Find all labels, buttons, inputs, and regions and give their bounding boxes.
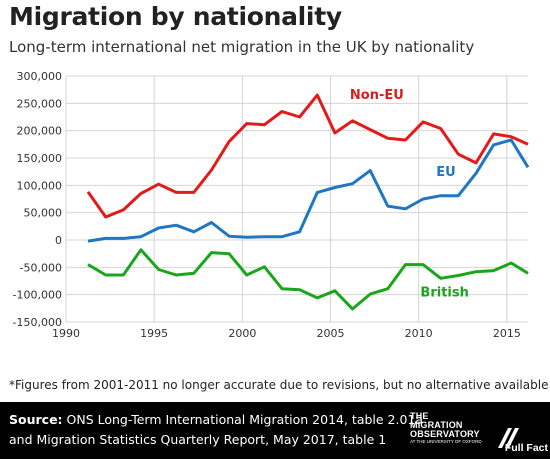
series-line-non-eu (86, 93, 529, 219)
series-label-british: British (420, 285, 468, 300)
full-fact-text: Full Fact (504, 442, 548, 454)
chart-subtitle: Long-term international net migration in… (9, 38, 475, 56)
footer-bar: Source: ONS Long-Term International Migr… (0, 402, 550, 459)
x-tick-label: 1995 (140, 327, 168, 340)
y-tick-label: 200,000 (17, 125, 63, 138)
chart-title: Migration by nationality (9, 2, 342, 31)
source-line-2: and Migration Statistics Quarterly Repor… (9, 432, 387, 447)
series-label-eu: EU (436, 165, 455, 180)
y-axis-tick-labels: 300,000 250,000 200,000 150,000 100,000 50,00… (13, 70, 62, 329)
source-text: Source: ONS Long-Term International Migr… (9, 410, 423, 450)
footnote: *Figures from 2001-2011 no longer accura… (9, 378, 549, 392)
migration-observatory-logo: THE MIGRATION OBSERVATORY AT THE UNIVERS… (410, 412, 490, 445)
y-tick-label: 0 (55, 234, 62, 247)
y-tick-label: 250,000 (17, 97, 63, 110)
logo-mo-line-4: AT THE UNIVERSITY OF OXFORD (410, 439, 482, 444)
y-tick-label: 150,000 (17, 152, 63, 165)
source-label: Source: (9, 412, 63, 427)
series-line-eu (87, 138, 530, 243)
grid (65, 75, 528, 323)
source-line-1: ONS Long-Term International Migration 20… (62, 412, 424, 427)
full-fact-logo: Full Fact (496, 420, 548, 454)
y-tick-label: -150,000 (13, 316, 62, 329)
y-tick-label: 100,000 (17, 179, 63, 192)
line-chart: 300,000 250,000 200,000 150,000 100,000 50,00… (13, 70, 530, 340)
logo-mo-line-3: OBSERVATORY (410, 429, 480, 439)
series-labels: Non-EU EU British (350, 88, 469, 300)
series-line-british (87, 248, 529, 311)
y-tick-label: 300,000 (17, 70, 63, 83)
x-tick-label: 2005 (317, 327, 345, 340)
x-tick-label: 2015 (493, 327, 521, 340)
y-tick-label: -100,000 (13, 289, 62, 302)
x-axis-tick-labels: 1990 1995 2000 2005 2010 2015 (52, 327, 521, 340)
series-label-non-eu: Non-EU (350, 88, 404, 103)
logo-mo-line-1: THE (410, 411, 429, 421)
series-lines (86, 93, 530, 311)
full-fact-bars-icon (498, 428, 519, 448)
x-tick-label: 1990 (52, 327, 80, 340)
x-tick-label: 2010 (405, 327, 433, 340)
y-tick-label: 50,000 (24, 207, 63, 220)
y-tick-label: -50,000 (20, 261, 62, 274)
logo-mo-line-2: MIGRATION (410, 420, 463, 430)
x-tick-label: 2000 (228, 327, 256, 340)
